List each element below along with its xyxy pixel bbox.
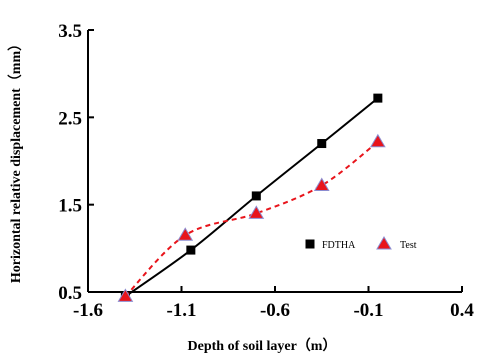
fdtha-series-line [124, 97, 379, 298]
y-axis-title: Horizontal relative displacement（mm） [8, 37, 24, 283]
test-legend-marker [376, 236, 392, 250]
test-data-point [117, 288, 134, 302]
x-axis-title: Depth of soil layer（m） [188, 338, 337, 354]
fdtha-legend-marker [305, 239, 315, 249]
fdtha-data-point [317, 139, 327, 149]
y-tick-label: 1.5 [58, 196, 82, 217]
test-data-point [248, 205, 265, 219]
x-axis-ticks: -1.6 -1.1 -0.6 -0.1 0.4 [73, 286, 474, 321]
legend: FDTHA Test [305, 236, 417, 251]
series-layer [117, 93, 386, 302]
y-tick-label: 3.5 [58, 21, 82, 42]
y-tick-label: 2.5 [58, 108, 82, 129]
plot-area: 0.5 1.5 2.5 3.5 -1.6 -1.1 -0.6 -0.1 0.4 [58, 21, 474, 321]
y-tick-label: 0.5 [58, 283, 82, 304]
x-tick-label: -0.1 [353, 300, 383, 321]
test-data-point [369, 133, 386, 148]
x-tick-label: 0.4 [450, 300, 474, 321]
fdtha-data-point [373, 93, 383, 103]
test-data-point [177, 227, 194, 241]
fdtha-data-point [251, 191, 261, 201]
y-axis-ticks: 0.5 1.5 2.5 3.5 [58, 21, 94, 304]
x-tick-label: -1.1 [166, 300, 196, 321]
fdtha-data-point [186, 245, 196, 255]
x-tick-label: -0.6 [260, 300, 290, 321]
x-tick-label: -1.6 [73, 300, 103, 321]
test-legend-label: Test [400, 240, 417, 251]
test-series-line [124, 140, 379, 298]
test-data-point [313, 177, 330, 191]
fdtha-legend-label: FDTHA [322, 240, 356, 251]
